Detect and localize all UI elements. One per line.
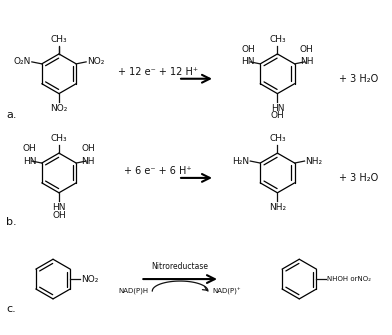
Text: HN: HN <box>52 203 66 212</box>
Text: NH: NH <box>300 57 313 66</box>
Text: + 3 H₂O: + 3 H₂O <box>339 173 378 183</box>
Text: NO₂: NO₂ <box>50 104 68 113</box>
Text: NH₂: NH₂ <box>269 203 286 212</box>
Text: NHOH orNO₂: NHOH orNO₂ <box>327 276 371 282</box>
Text: CH₃: CH₃ <box>51 35 67 44</box>
Text: O₂N: O₂N <box>13 57 31 66</box>
Text: OH: OH <box>299 45 314 54</box>
Text: OH: OH <box>241 45 255 54</box>
Text: CH₃: CH₃ <box>269 35 286 44</box>
Text: + 3 H₂O: + 3 H₂O <box>339 74 378 84</box>
Text: HN: HN <box>23 156 36 165</box>
Text: Nitroreductase: Nitroreductase <box>152 262 209 271</box>
Text: NAD(P)⁺: NAD(P)⁺ <box>212 287 241 294</box>
Text: NO₂: NO₂ <box>87 57 105 66</box>
Text: NH₂: NH₂ <box>305 156 323 165</box>
Text: + 6 e⁻ + 6 H⁺: + 6 e⁻ + 6 H⁺ <box>124 166 192 176</box>
Text: NAD(P)H: NAD(P)H <box>118 288 148 294</box>
Text: H₂N: H₂N <box>232 156 249 165</box>
Text: HN: HN <box>270 104 284 113</box>
Text: OH: OH <box>52 211 66 220</box>
Text: NO₂: NO₂ <box>81 275 98 283</box>
Text: b.: b. <box>6 217 17 226</box>
Text: CH₃: CH₃ <box>51 134 67 143</box>
Text: a.: a. <box>6 111 17 121</box>
Text: CH₃: CH₃ <box>269 134 286 143</box>
Text: OH: OH <box>270 112 284 121</box>
Text: + 12 e⁻ + 12 H⁺: + 12 e⁻ + 12 H⁺ <box>118 67 198 77</box>
Text: OH: OH <box>81 144 95 153</box>
Text: HN: HN <box>241 57 255 66</box>
Text: c.: c. <box>6 304 16 314</box>
Text: OH: OH <box>23 144 37 153</box>
Text: NH: NH <box>82 156 95 165</box>
